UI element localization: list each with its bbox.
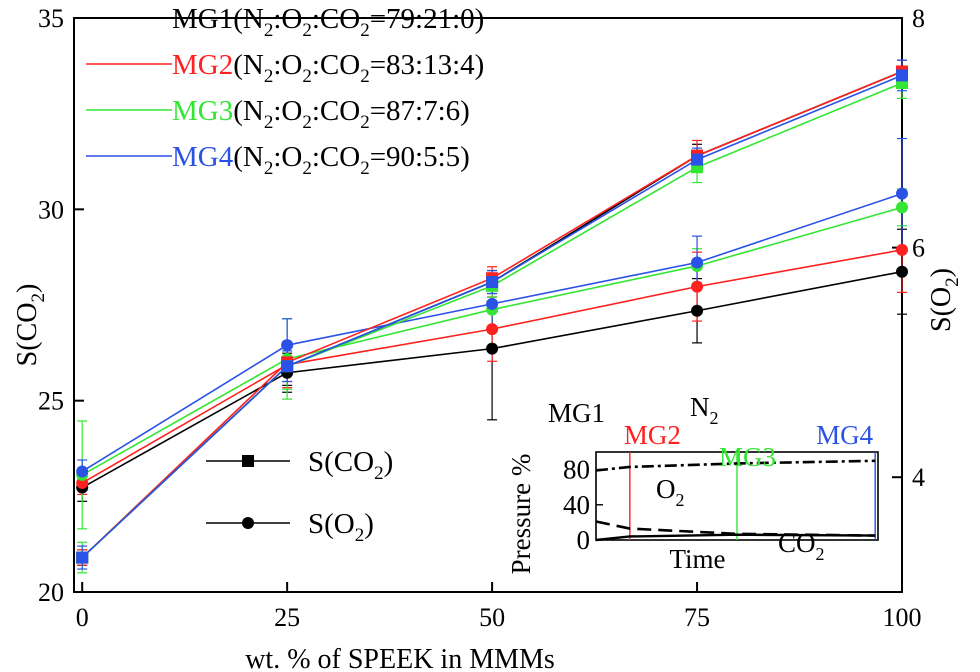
marker-legend-circle [242, 517, 254, 529]
data-point-square [281, 360, 294, 373]
inset-gas-label-co2: CO2 [778, 528, 825, 564]
marker-legend-label: S(CO2) [308, 446, 393, 484]
x-axis-title: wt. % of SPEEK in MMMs [245, 644, 555, 672]
data-point-square [76, 551, 89, 564]
series-layer [76, 59, 908, 574]
y-right-tick-label: 6 [912, 234, 925, 263]
data-point-circle [486, 342, 499, 355]
inset-y-tick-label: 0 [577, 525, 591, 555]
data-point-circle [76, 465, 89, 478]
data-point-circle [896, 243, 908, 256]
legend: MG1(N2:O2:CO2=79:21:0) MG2(N2:O2:CO2=83:1… [86, 3, 484, 179]
y-axis-left: 20 25 30 35 [38, 4, 84, 607]
inset-x-label: Time [670, 544, 726, 574]
data-point-circle [486, 323, 499, 336]
legend-entry-mg1: MG1(N2:O2:CO2=79:21:0) [172, 3, 484, 41]
data-point-circle [691, 304, 704, 317]
inset-region-label-mg3: MG3 [719, 442, 776, 472]
y-left-tick-label: 20 [38, 578, 64, 607]
y-left-tick-label: 25 [38, 387, 64, 416]
inset-region-label-mg1: MG1 [548, 398, 605, 428]
x-axis: 0 25 50 75 100 [76, 582, 922, 632]
legend-entry-mg3: MG3(N2:O2:CO2=87:7:6) [172, 95, 470, 133]
inset-gas-label-o2: O2 [656, 474, 685, 510]
data-point-square [691, 153, 704, 166]
x-tick-label: 25 [274, 603, 300, 632]
inset-curve-n2 [595, 459, 876, 472]
inset-region-label-mg4: MG4 [816, 420, 874, 450]
marker-legend-label: S(O2) [308, 508, 374, 546]
marker-legend-square [242, 455, 254, 467]
data-point-circle [896, 201, 908, 214]
marker-legend: S(CO2) S(O2) [206, 446, 393, 546]
y-right-tick-label: 4 [912, 463, 925, 492]
y-left-tick-label: 35 [38, 4, 64, 33]
legend-entry-mg4: MG4(N2:O2:CO2=90:5:5) [172, 141, 470, 179]
legend-entry-mg2: MG2(N2:O2:CO2=83:13:4) [172, 49, 484, 87]
x-tick-label: 50 [479, 603, 505, 632]
data-point-circle [691, 280, 704, 293]
data-point-circle [281, 339, 294, 352]
inset-curve-co2 [595, 533, 876, 542]
y-left-tick-label: 30 [38, 195, 64, 224]
inset-region-label-mg2: MG2 [624, 420, 681, 450]
data-point-circle [896, 265, 908, 278]
x-tick-label: 0 [76, 603, 89, 632]
inset-y-tick-label: 40 [563, 490, 590, 520]
x-tick-label: 75 [684, 603, 710, 632]
data-point-circle [486, 297, 499, 310]
data-point-square [896, 69, 908, 82]
data-point-square [486, 276, 499, 289]
y-axis-right-title: S(O2) [926, 268, 963, 332]
inset-chart: 0 40 80 Pressure % Time MG1 MG2 MG3 MG4 N2 O2 CO2 [506, 392, 879, 575]
y-axis-left-title: S(CO2) [12, 284, 49, 367]
inset-y-label: Pressure % [506, 454, 536, 575]
inset-y-tick-label: 80 [563, 455, 590, 485]
data-point-circle [896, 187, 908, 200]
x-tick-label: 100 [883, 603, 922, 632]
data-point-circle [691, 256, 704, 269]
y-right-tick-label: 8 [912, 4, 925, 33]
inset-gas-label-n2: N2 [690, 392, 719, 428]
